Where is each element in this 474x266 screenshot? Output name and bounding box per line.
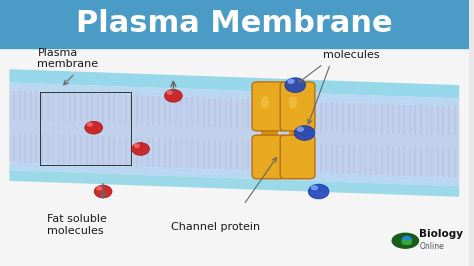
Polygon shape: [9, 162, 459, 186]
Ellipse shape: [167, 91, 172, 94]
Ellipse shape: [402, 236, 411, 244]
Ellipse shape: [402, 240, 411, 244]
Bar: [0, 0, 469, 48]
Ellipse shape: [164, 89, 182, 102]
Bar: [289, 128, 306, 138]
Polygon shape: [9, 82, 459, 106]
Polygon shape: [9, 90, 459, 178]
Text: Plasma
membrane: Plasma membrane: [37, 48, 99, 69]
Polygon shape: [9, 69, 459, 98]
Ellipse shape: [297, 127, 303, 131]
FancyBboxPatch shape: [252, 82, 287, 131]
Ellipse shape: [285, 78, 306, 92]
Text: Online: Online: [419, 242, 444, 251]
FancyBboxPatch shape: [280, 82, 315, 131]
Text: Plasma Membrane: Plasma Membrane: [76, 9, 392, 38]
Ellipse shape: [308, 184, 329, 199]
Ellipse shape: [311, 186, 318, 190]
Ellipse shape: [135, 144, 139, 147]
Text: molecules: molecules: [323, 49, 380, 60]
FancyBboxPatch shape: [280, 135, 315, 179]
Ellipse shape: [261, 97, 268, 108]
Ellipse shape: [289, 97, 296, 108]
Polygon shape: [9, 170, 459, 197]
Text: Biology: Biology: [419, 228, 464, 239]
Ellipse shape: [94, 185, 112, 198]
Ellipse shape: [85, 121, 102, 134]
Ellipse shape: [97, 187, 102, 190]
Ellipse shape: [294, 126, 315, 140]
Bar: [0, 48, 469, 266]
Ellipse shape: [88, 123, 92, 126]
Text: Channel protein: Channel protein: [171, 222, 260, 232]
Circle shape: [392, 233, 419, 248]
FancyBboxPatch shape: [252, 135, 287, 179]
Ellipse shape: [132, 143, 149, 155]
Ellipse shape: [288, 80, 294, 83]
Text: Fat soluble
molecules: Fat soluble molecules: [47, 214, 107, 236]
Bar: [261, 128, 278, 138]
